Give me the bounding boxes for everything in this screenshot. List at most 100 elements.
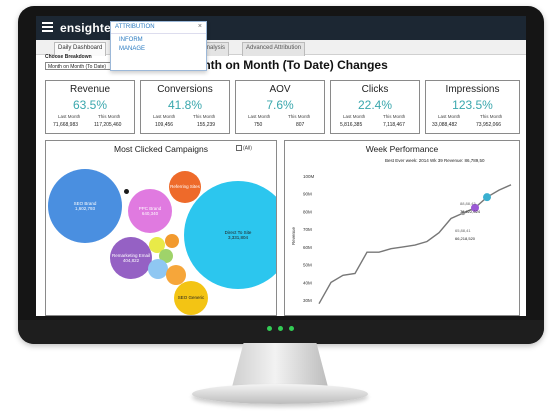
bubble-value: 404,822	[122, 258, 140, 263]
y-axis-label: Revenue	[291, 226, 296, 245]
tab-daily-dashboard[interactable]: Daily Dashboard	[54, 42, 107, 56]
bubble-remarketing-email[interactable]: Remarketing Email 404,822	[110, 237, 152, 279]
checkbox-icon[interactable]	[236, 145, 242, 151]
bubble-value: 640,340	[141, 211, 159, 216]
breakdown-value: Month on Month (To Date)	[48, 64, 107, 70]
bubble-direct-to-site[interactable]: Direct To Site 3,331,804	[184, 181, 276, 289]
kpi-card-impressions: Impressions 123.5% Last Month This Month…	[425, 80, 520, 134]
y-tick-label: 60M	[303, 245, 312, 250]
bubble-label: Remarketing Email	[111, 252, 150, 258]
bubble-ppc-brand[interactable]: PPC Brand 640,340	[128, 189, 172, 233]
kpi-this-value: 117,205,460	[94, 122, 122, 128]
kpi-last-value: 71,668,983	[53, 122, 79, 128]
bubble-small-amber[interactable]	[166, 265, 186, 285]
bubble-referring-sites[interactable]: Referring Sites	[169, 171, 201, 203]
kpi-title: AOV	[269, 84, 291, 95]
kpi-this-value: 7,118,467	[383, 122, 405, 128]
marker-label-upper: 88,88,43	[460, 201, 476, 206]
bubble-small-lightblue[interactable]	[148, 259, 168, 279]
kpi-last-value: 109,456	[155, 122, 174, 128]
page-title: Month on Month (To Date) Changes	[186, 58, 388, 72]
bubble-small-dark[interactable]	[124, 189, 129, 194]
bubble-seo-generic[interactable]: SEO Generic	[174, 281, 208, 315]
chart-title: Week Performance	[365, 144, 439, 154]
best-ever-annotation: Best Ever week: 2014 Wk 39 Revenue: 86,7…	[385, 158, 485, 163]
kpi-change: 63.5%	[72, 98, 108, 112]
most-clicked-campaigns-panel: Most Clicked Campaigns (All) SEO Brand 1…	[45, 140, 277, 316]
campaigns-title: Most Clicked Campaigns	[113, 144, 208, 154]
kpi-title: Clicks	[361, 84, 389, 95]
y-tick-label: 40M	[303, 280, 312, 285]
bubble-small-orange[interactable]	[165, 234, 179, 248]
menu-item-inform[interactable]: INFORM	[119, 37, 143, 43]
kpi-last-value: 750	[254, 122, 263, 128]
kpi-this-value: 807	[296, 122, 305, 128]
y-tick-label: 50M	[303, 263, 312, 268]
data-point-marker[interactable]	[461, 211, 465, 216]
app-logo[interactable]: ensighten	[60, 21, 119, 35]
kpi-this-label: This Month	[480, 114, 503, 119]
bubble-label: SEO Generic	[177, 295, 205, 301]
kpi-last-label: Last Month	[438, 114, 461, 119]
kpi-card-revenue: Revenue 63.5% Last Month This Month 71,6…	[45, 80, 135, 134]
bubble-small-yellow[interactable]	[149, 237, 165, 253]
bubble-seo-brand[interactable]: SEO Brand 1,602,793	[48, 169, 122, 243]
kpi-card-aov: AOV 7.6% Last Month This Month 750 807	[235, 80, 325, 134]
kpi-this-label: This Month	[193, 114, 216, 119]
hamburger-menu-icon[interactable]	[42, 22, 53, 33]
bubble-label: SEO Brand	[73, 200, 97, 206]
marker-label-bottom: 66,218,520	[455, 236, 476, 241]
monitor-indicator-lights	[267, 326, 294, 331]
monitor-stand-base	[192, 384, 368, 404]
week-performance-panel: Week Performance Best Ever week: 2014 Wk…	[284, 140, 520, 316]
bubble-value: 1,602,793	[74, 206, 96, 211]
y-tick-label: 90M	[303, 192, 312, 197]
kpi-last-value: 5,816,385	[340, 122, 363, 128]
kpi-this-value: 73,952,066	[476, 122, 502, 128]
kpi-title: Impressions	[445, 84, 500, 95]
dropdown-header-label: ATTRIBUTION	[115, 24, 155, 30]
week-performance-chart: Best Ever week: 2014 Wk 39 Revenue: 86,7…	[291, 158, 512, 305]
kpi-change: 22.4%	[357, 98, 393, 112]
kpi-this-label: This Month	[98, 114, 121, 119]
kpi-card-conversions: Conversions 41.8% Last Month This Month …	[140, 80, 230, 134]
kpi-this-value: 155,239	[197, 122, 216, 128]
data-point-marker[interactable]	[483, 193, 491, 202]
y-tick-label: 70M	[303, 227, 312, 232]
breakdown-label: Choose Breakdown	[45, 54, 92, 60]
kpi-last-label: Last Month	[58, 114, 81, 119]
kpi-card-clicks: Clicks 22.4% Last Month This Month 5,816…	[330, 80, 420, 134]
filter-label: (All)	[243, 145, 252, 152]
kpi-last-value: 33,088,482	[432, 122, 458, 128]
data-point-marker[interactable]	[471, 203, 479, 212]
close-icon[interactable]: ×	[197, 23, 202, 30]
dashboard-screen: ensighten Daily Dashboard h Analysis Adv…	[36, 16, 526, 316]
kpi-last-label: Last Month	[248, 114, 271, 119]
y-tick-label: 80M	[303, 209, 312, 214]
marker-label-lower: 65,88,41	[455, 228, 471, 233]
dropdown-header: ATTRIBUTION ×	[111, 22, 206, 34]
kpi-title: Revenue	[69, 84, 111, 95]
menu-item-manage[interactable]: MANAGE	[119, 46, 146, 52]
attribution-dropdown-menu: ATTRIBUTION × INFORM MANAGE	[110, 21, 207, 71]
monitor-bezel-bottom	[18, 320, 544, 344]
bubble-value: 3,331,804	[227, 235, 249, 240]
y-tick-label: 30M	[303, 298, 312, 303]
bubble-label: Referring Sites	[170, 184, 200, 190]
bubble-label: Direct To Site	[224, 229, 252, 235]
kpi-title: Conversions	[157, 84, 213, 95]
kpi-change: 41.8%	[167, 98, 203, 112]
kpi-last-label: Last Month	[153, 114, 176, 119]
line-series	[318, 184, 512, 305]
kpi-last-label: Last Month	[343, 114, 366, 119]
campaign-filter[interactable]: (All)	[236, 145, 252, 151]
kpi-this-label: This Month	[288, 114, 311, 119]
monitor-stand-neck	[232, 343, 328, 387]
tab-advanced-attribution[interactable]: Advanced Attribution	[242, 42, 306, 56]
kpi-this-label: This Month	[383, 114, 406, 119]
y-tick-label: 100M	[303, 174, 315, 179]
kpi-change: 7.6%	[266, 98, 294, 112]
marker-label-mid: 78,622,624	[460, 209, 481, 214]
kpi-change: 123.5%	[452, 98, 493, 112]
bubble-label: PPC Brand	[138, 205, 162, 211]
